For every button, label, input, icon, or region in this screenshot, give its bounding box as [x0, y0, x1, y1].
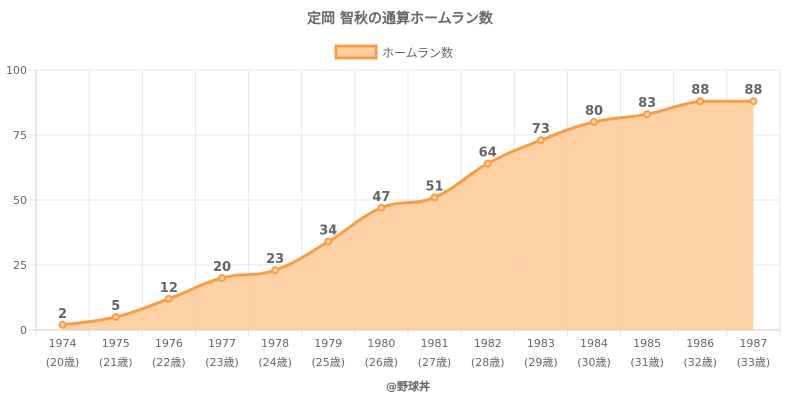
data-point[interactable] — [111, 313, 120, 321]
data-point[interactable] — [218, 274, 226, 282]
legend[interactable]: ホームラン数 — [334, 44, 453, 60]
x-tick-label: 1979 — [314, 337, 342, 350]
x-tick-sublabel: (25歳) — [311, 356, 345, 369]
data-label: 12 — [160, 281, 178, 296]
axes: 02550751001974(20歳)1975(21歳)1976(22歳)197… — [6, 64, 780, 369]
data-label: 80 — [585, 104, 603, 119]
data-label: 51 — [426, 179, 444, 194]
data-label: 23 — [266, 252, 284, 267]
data-point[interactable] — [696, 97, 705, 106]
x-tick-sublabel: (21歳) — [99, 356, 133, 369]
x-tick-label: 1976 — [155, 337, 183, 350]
y-tick-label: 0 — [20, 324, 27, 337]
x-tick-sublabel: (22歳) — [152, 356, 186, 369]
data-point[interactable] — [324, 237, 333, 246]
series-area-fill — [62, 101, 754, 330]
y-tick-label: 100 — [6, 64, 27, 77]
data-label: 73 — [532, 122, 550, 137]
credit-text: @野球丼 — [386, 379, 430, 393]
legend-swatch — [334, 44, 378, 60]
x-tick-label: 1986 — [686, 337, 714, 350]
x-tick-label: 1977 — [208, 337, 236, 350]
data-point[interactable] — [483, 159, 492, 168]
data-label: 5 — [111, 299, 120, 314]
data-label: 88 — [744, 83, 762, 98]
chart-title: 定岡 智秋の通算ホームラン数 — [307, 10, 494, 27]
legend-label: ホームラン数 — [382, 45, 453, 60]
data-point[interactable] — [536, 136, 545, 145]
data-label: 2 — [58, 307, 67, 322]
x-tick-label: 1974 — [49, 337, 77, 350]
x-tick-sublabel: (30歳) — [577, 356, 611, 369]
series-area — [62, 99, 754, 330]
data-point[interactable] — [271, 266, 280, 275]
y-tick-label: 75 — [13, 129, 27, 142]
x-tick-label: 1978 — [261, 337, 289, 350]
data-label: 88 — [691, 83, 709, 98]
y-tick-label: 50 — [13, 194, 27, 207]
x-tick-label: 1982 — [474, 337, 502, 350]
x-tick-label: 1975 — [102, 337, 130, 350]
series-line — [62, 99, 754, 327]
data-point[interactable] — [430, 193, 439, 202]
x-tick-label: 1983 — [527, 337, 555, 350]
x-tick-sublabel: (29歳) — [524, 356, 558, 369]
x-tick-sublabel: (26歳) — [365, 356, 399, 369]
x-tick-sublabel: (28歳) — [471, 356, 505, 369]
data-label: 20 — [213, 260, 231, 275]
x-tick-label: 1980 — [367, 337, 395, 350]
x-tick-label: 1981 — [421, 337, 449, 350]
x-tick-sublabel: (32歳) — [683, 356, 717, 369]
data-label: 47 — [372, 190, 390, 205]
x-tick-label: 1987 — [739, 337, 767, 350]
data-label: 83 — [638, 96, 656, 111]
data-point[interactable] — [643, 110, 652, 119]
data-point[interactable] — [164, 294, 173, 303]
x-tick-sublabel: (23歳) — [205, 356, 239, 369]
data-point[interactable] — [749, 97, 758, 106]
data-points — [58, 97, 758, 329]
data-labels: 2 5 12 20 23 34 47 51 64 73 80 83 88 88 — [58, 83, 762, 322]
x-tick-sublabel: (20歳) — [46, 356, 80, 369]
data-point[interactable] — [590, 118, 598, 126]
data-point[interactable] — [377, 203, 386, 212]
x-tick-label: 1984 — [580, 337, 608, 350]
data-label: 34 — [319, 224, 337, 239]
y-tick-label: 25 — [13, 259, 27, 272]
x-tick-label: 1985 — [633, 337, 661, 350]
x-tick-sublabel: (31歳) — [630, 356, 664, 369]
x-tick-sublabel: (33歳) — [737, 356, 771, 369]
x-tick-sublabel: (24歳) — [258, 356, 292, 369]
data-label: 64 — [479, 146, 497, 161]
data-point[interactable] — [58, 320, 67, 329]
x-tick-sublabel: (27歳) — [418, 356, 452, 369]
